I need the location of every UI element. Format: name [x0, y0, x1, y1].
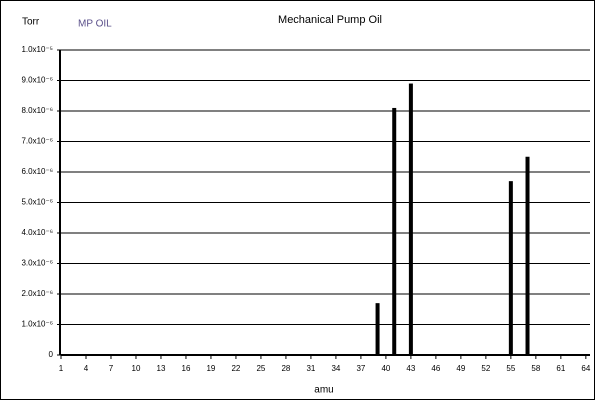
bar — [375, 303, 380, 355]
y-tick-label: 2.0x10⁻⁶ — [21, 289, 53, 298]
x-tick-label: 7 — [109, 364, 114, 373]
x-tick-label: 46 — [431, 364, 440, 373]
x-tick-label: 19 — [206, 364, 215, 373]
bar — [508, 181, 513, 355]
x-tick-label: 55 — [506, 364, 515, 373]
y-tick-label: 7.0x10⁻⁶ — [21, 137, 53, 146]
x-tick-label: 49 — [456, 364, 465, 373]
chart-title: Mechanical Pump Oil — [278, 14, 382, 26]
y-axis-label: Torr — [22, 17, 40, 28]
bar — [392, 107, 397, 355]
x-tick-label: 31 — [306, 364, 315, 373]
x-tick-label: 1 — [59, 364, 64, 373]
x-tick-label: 37 — [356, 364, 365, 373]
x-tick-label: 64 — [581, 364, 590, 373]
y-tick-label: 5.0x10⁻⁶ — [21, 198, 53, 207]
x-tick-label: 10 — [132, 364, 141, 373]
x-tick-label: 61 — [556, 364, 565, 373]
y-tick-label: 0 — [49, 350, 54, 359]
bar — [408, 83, 413, 356]
x-axis-label: amu — [314, 385, 333, 396]
y-tick-label: 4.0x10⁻⁶ — [21, 228, 53, 237]
x-tick-label: 52 — [481, 364, 490, 373]
y-tick-label: 9.0x10⁻⁶ — [21, 76, 53, 85]
x-tick-label: 28 — [281, 364, 290, 373]
x-tick-label: 25 — [256, 364, 265, 373]
series-label: MP OIL — [78, 19, 112, 30]
y-tick-label: 1.0x10⁻⁶ — [21, 320, 53, 329]
x-tick-label: 4 — [84, 364, 89, 373]
y-tick-label: 3.0x10⁻⁶ — [21, 259, 53, 268]
y-tick-label: 6.0x10⁻⁶ — [21, 167, 53, 176]
x-tick-label: 22 — [231, 364, 240, 373]
bar — [525, 156, 530, 355]
y-tick-label: 1.0x10⁻⁵ — [21, 45, 53, 54]
x-tick-label: 34 — [331, 364, 340, 373]
y-tick-label: 8.0x10⁻⁶ — [21, 106, 53, 115]
x-tick-label: 40 — [381, 364, 390, 373]
x-tick-label: 58 — [531, 364, 540, 373]
x-tick-label: 13 — [157, 364, 166, 373]
x-tick-label: 43 — [406, 364, 415, 373]
x-tick-label: 16 — [182, 364, 191, 373]
